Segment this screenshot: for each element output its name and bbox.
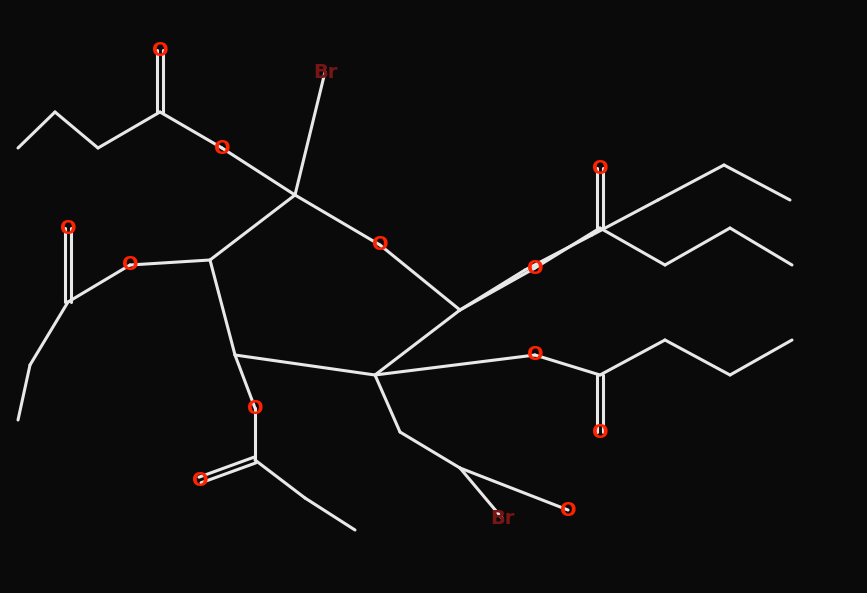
Text: O: O <box>152 40 168 59</box>
Text: Br: Br <box>490 509 514 528</box>
Text: O: O <box>560 500 577 519</box>
Text: O: O <box>591 158 609 177</box>
Text: O: O <box>60 218 76 238</box>
Text: O: O <box>247 398 264 417</box>
Text: O: O <box>121 256 139 275</box>
Text: Br: Br <box>313 62 337 81</box>
Text: O: O <box>372 235 388 254</box>
Text: O: O <box>526 346 544 365</box>
Text: O: O <box>213 139 231 158</box>
Text: O: O <box>526 259 544 278</box>
Text: O: O <box>192 470 208 489</box>
Text: O: O <box>591 422 609 442</box>
